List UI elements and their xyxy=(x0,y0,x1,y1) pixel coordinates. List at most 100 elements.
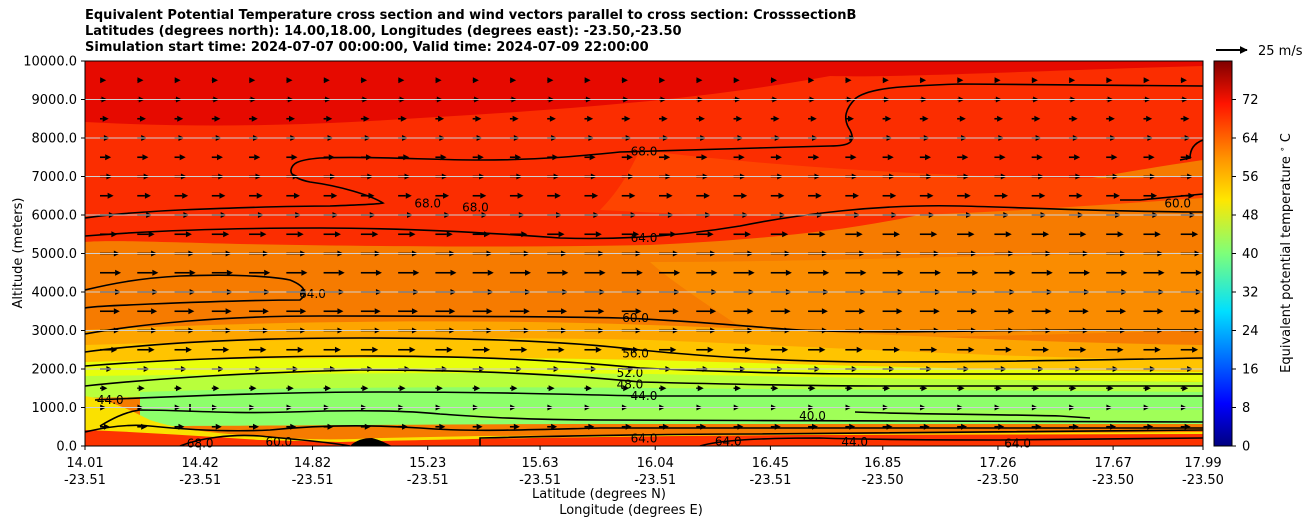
wind-arrow-head xyxy=(287,385,294,392)
wind-arrow-head xyxy=(111,346,118,353)
wind-arrow-head xyxy=(670,346,677,353)
wind-arrow-head xyxy=(484,346,491,353)
contour-label: 64.0 xyxy=(631,431,658,445)
wind-arrow-head xyxy=(964,192,971,199)
wind-arrow-head xyxy=(148,346,155,353)
wind-arrow-head xyxy=(403,154,410,161)
wind-arrow-head xyxy=(815,192,822,199)
wind-arrow-head xyxy=(290,423,297,430)
wind-arrow-head xyxy=(778,192,785,199)
wind-arrow-head xyxy=(523,308,530,315)
colorbar-gradient xyxy=(1214,61,1232,446)
colorbar-tick-label: 48 xyxy=(1242,209,1259,224)
wind-arrow-head xyxy=(782,346,789,353)
wind-arrow-head xyxy=(623,385,630,392)
wind-arrow-head xyxy=(286,77,293,84)
wind-arrow-head xyxy=(733,77,740,84)
wind-arrow-head xyxy=(1072,423,1079,430)
wind-arrow-head xyxy=(179,154,186,161)
wind-arrow-head xyxy=(215,423,222,430)
wind-arrow-head xyxy=(773,115,780,122)
wind-arrow-head xyxy=(413,269,420,276)
wind-arrow-head xyxy=(970,308,977,315)
wind-arrow-head xyxy=(626,154,633,161)
wind-arrow-head xyxy=(1043,231,1050,238)
wind-arrow-head xyxy=(328,154,335,161)
wind-arrow-head xyxy=(362,385,369,392)
wind-arrow-head xyxy=(961,423,968,430)
colorbar-tick-label: 72 xyxy=(1242,93,1259,108)
wind-arrow-head xyxy=(660,385,667,392)
wind-arrow-head xyxy=(513,423,520,430)
contour-line xyxy=(85,424,1203,433)
wind-arrow-head xyxy=(1121,269,1128,276)
x-tick-label-lat: 16.04 xyxy=(637,456,674,471)
wind-arrow-head xyxy=(1084,269,1091,276)
wind-arrow-head xyxy=(697,385,704,392)
wind-arrow-head xyxy=(325,385,332,392)
contour-label: 68.0 xyxy=(414,196,441,210)
x-axis-label-latitude: Latitude (degrees N) xyxy=(532,487,666,502)
wind-arrow-head xyxy=(375,269,382,276)
wind-arrow-head xyxy=(882,77,889,84)
wind-arrow-head xyxy=(446,346,453,353)
wind-arrow-head xyxy=(105,154,112,161)
contour-label: 60.0 xyxy=(1164,196,1191,210)
wind-arrow-head xyxy=(189,269,196,276)
wind-arrow-head xyxy=(334,231,341,238)
contour-line xyxy=(854,411,1091,419)
wind-arrow-head xyxy=(450,269,457,276)
wind-arrow-head xyxy=(323,77,330,84)
wind-arrow-head xyxy=(885,115,892,122)
wind-arrow-head xyxy=(850,154,857,161)
wind-arrow-head xyxy=(957,77,964,84)
wind-arrow-head xyxy=(1113,192,1120,199)
wind-arrow-head xyxy=(860,269,867,276)
wind-arrow-head xyxy=(175,385,182,392)
wind-arrow-head xyxy=(664,154,671,161)
wind-arrow-head xyxy=(636,269,643,276)
wind-arrow-head xyxy=(174,77,181,84)
wind-arrow-head xyxy=(1039,192,1046,199)
contour-label: 64.0 xyxy=(299,287,326,301)
wind-arrow-head xyxy=(477,154,484,161)
wind-arrow-head xyxy=(1080,346,1087,353)
wind-arrow-head xyxy=(810,115,817,122)
wind-arrow-head xyxy=(896,308,903,315)
x-tick-label-lat: 17.26 xyxy=(979,456,1016,471)
wind-arrow-head xyxy=(962,154,969,161)
wind-arrow-head xyxy=(808,77,815,84)
y-axis-label: Altitude (meters) xyxy=(11,198,26,309)
wind-arrow-head xyxy=(326,115,333,122)
wind-arrow-head xyxy=(852,192,859,199)
chart-title-line-3: Simulation start time: 2024-07-07 00:00:… xyxy=(85,40,649,55)
wind-arrow-head xyxy=(226,269,233,276)
wind-arrow-head xyxy=(748,269,755,276)
colorbar-tick-label: 32 xyxy=(1242,286,1259,301)
wind-arrow-head xyxy=(111,231,118,238)
wind-arrow-head xyxy=(139,115,146,122)
wind-arrow-head xyxy=(1154,346,1161,353)
wind-arrow-head xyxy=(372,231,379,238)
wind-arrow-head xyxy=(484,231,491,238)
wind-arrow-head xyxy=(250,385,257,392)
x-tick-label-lon: -23.51 xyxy=(292,473,334,488)
colorbar-tick-label: 24 xyxy=(1242,324,1259,339)
wind-arrow-head xyxy=(1002,192,1009,199)
wind-arrow-head xyxy=(1005,231,1012,238)
wind-arrow-head xyxy=(995,385,1002,392)
wind-arrow-head xyxy=(558,231,565,238)
wind-arrow-head xyxy=(921,385,928,392)
wind-arrow-head xyxy=(185,231,192,238)
wind-arrow-head xyxy=(402,423,409,430)
wind-arrow-head xyxy=(372,346,379,353)
wind-arrow-head xyxy=(510,77,517,84)
contour-line xyxy=(85,83,1203,219)
wind-arrow-head xyxy=(1154,231,1161,238)
wind-arrow-head xyxy=(890,192,897,199)
wind-arrow-head xyxy=(927,192,934,199)
wind-arrow-head xyxy=(887,154,894,161)
wind-arrow-head xyxy=(438,115,445,122)
contour-label: 60.0 xyxy=(622,311,649,325)
contour-label: 68.0 xyxy=(187,437,214,451)
